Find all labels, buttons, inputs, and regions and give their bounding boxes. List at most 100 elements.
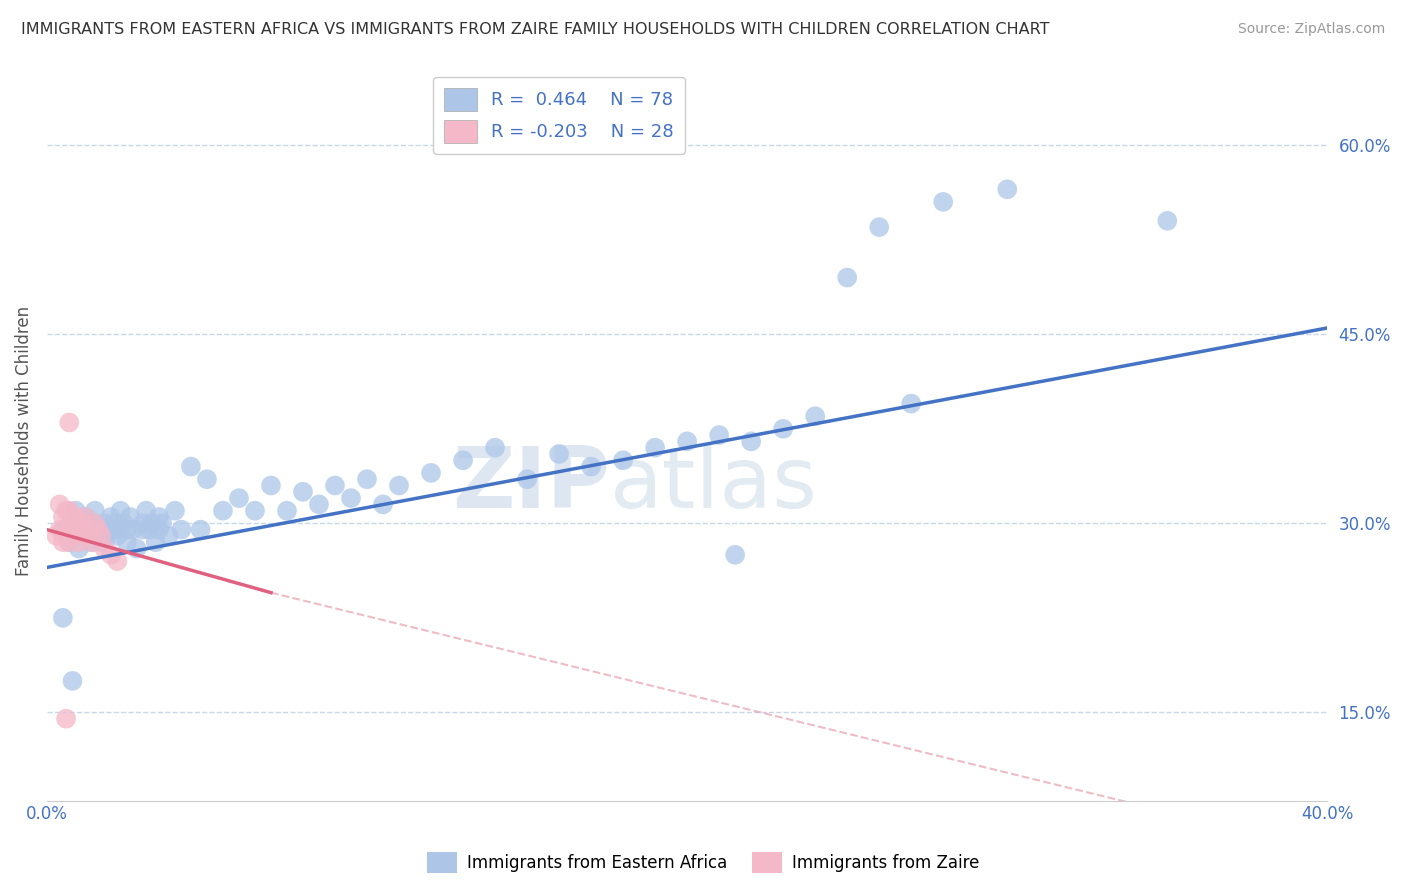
Point [323,478,346,492]
Y-axis label: Family Households with Children: Family Households with Children [15,306,32,576]
Point [100,523,122,537]
Text: IMMIGRANTS FROM EASTERN AFRICA VS IMMIGRANTS FROM ZAIRE FAMILY HOUSEHOLDS WITH C: IMMIGRANTS FROM EASTERN AFRICA VS IMMIGR… [21,22,1050,37]
Point [55,504,77,518]
Point [70,516,93,531]
Point [676,434,699,449]
Point [100,548,122,562]
Point [115,535,138,549]
Point [579,459,602,474]
Point [148,523,170,537]
Point [77,523,100,537]
Point [995,182,1018,196]
Point [804,409,827,424]
Point [170,523,193,537]
Point [356,472,378,486]
Point [548,447,571,461]
Point [55,712,77,726]
Point [80,535,103,549]
Point [837,270,859,285]
Point [110,504,132,518]
Point [55,529,77,543]
Point [67,523,90,537]
Point [112,516,135,531]
Point [228,491,250,505]
Point [724,548,747,562]
Legend: R =  0.464    N = 78, R = -0.203    N = 28: R = 0.464 N = 78, R = -0.203 N = 28 [433,77,685,154]
Point [260,478,283,492]
Point [62,516,84,531]
Point [120,510,142,524]
Point [276,504,298,518]
Point [77,529,100,543]
Point [105,523,128,537]
Point [62,516,84,531]
Point [141,516,163,531]
Point [65,510,87,524]
Point [707,428,730,442]
Point [340,491,363,505]
Point [75,510,97,524]
Point [87,523,110,537]
Point [58,535,80,549]
Text: atlas: atlas [610,443,818,526]
Point [122,523,145,537]
Point [80,535,103,549]
Point [115,523,138,537]
Point [93,541,115,556]
Point [67,535,90,549]
Point [148,510,170,524]
Point [58,535,80,549]
Point [65,523,87,537]
Point [308,497,330,511]
Point [291,484,314,499]
Point [420,466,443,480]
Point [138,523,160,537]
Point [100,510,122,524]
Point [93,516,115,531]
Point [75,523,97,537]
Text: ZIP: ZIP [453,443,610,526]
Point [90,535,112,549]
Point [52,611,75,625]
Point [67,523,90,537]
Point [84,516,107,531]
Point [52,510,75,524]
Point [190,523,212,537]
Point [900,396,922,410]
Point [132,516,155,531]
Text: Source: ZipAtlas.com: Source: ZipAtlas.com [1237,22,1385,37]
Point [75,510,97,524]
Point [388,478,411,492]
Point [135,504,157,518]
Point [45,529,67,543]
Point [772,422,794,436]
Point [84,516,107,531]
Point [132,523,155,537]
Point [484,441,506,455]
Point [103,516,125,531]
Point [84,504,107,518]
Point [612,453,634,467]
Point [62,529,84,543]
Point [58,416,80,430]
Point [52,535,75,549]
Point [52,523,75,537]
Point [62,673,84,688]
Point [145,535,167,549]
Point [105,529,128,543]
Point [451,453,474,467]
Point [48,523,70,537]
Point [70,516,93,531]
Legend: Immigrants from Eastern Africa, Immigrants from Zaire: Immigrants from Eastern Africa, Immigran… [420,846,986,880]
Point [67,541,90,556]
Point [48,497,70,511]
Point [516,472,538,486]
Point [212,504,235,518]
Point [87,523,110,537]
Point [65,504,87,518]
Point [180,459,202,474]
Point [1156,214,1178,228]
Point [163,504,186,518]
Point [644,441,666,455]
Point [58,504,80,518]
